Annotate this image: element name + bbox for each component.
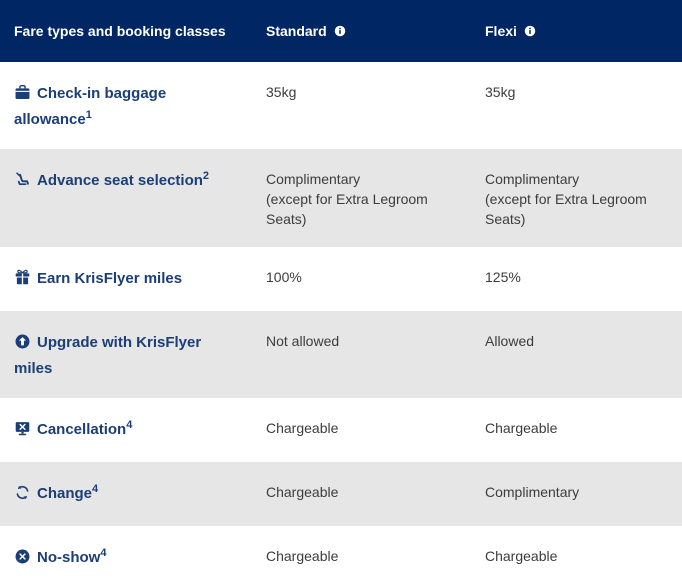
flexi-value-cell: 35kg [485, 84, 516, 100]
table-header-row: Fare types and booking classes Standard … [0, 0, 682, 62]
row-label-cell: Advance seat selection2 [0, 149, 252, 247]
row-label-cell: Cancellation4 [0, 398, 252, 462]
info-icon[interactable] [523, 24, 537, 38]
no-show-x-icon [14, 548, 31, 572]
flexi-value-cell: Chargeable [485, 420, 558, 436]
standard-value-cell: Chargeable [266, 548, 339, 564]
standard-value-cell: 100% [266, 269, 302, 285]
standard-value-cell: Chargeable [266, 420, 339, 436]
header-standard-label: Standard [266, 23, 327, 39]
row-label-cell: Change4 [0, 462, 252, 526]
flexi-value-cell: Allowed [485, 333, 535, 349]
row-label: Check-in baggage allowance [14, 85, 167, 128]
upgrade-arrow-icon [14, 333, 31, 357]
footnote-marker: 1 [85, 109, 92, 121]
header-fare-types-label: Fare types and booking classes [14, 23, 226, 39]
header-standard: Standard [252, 23, 471, 39]
seat-icon [14, 171, 31, 195]
flexi-value-cell: Complimentary [485, 484, 580, 500]
table-row-earn-miles: Earn KrisFlyer miles 100% 125% [0, 247, 682, 311]
row-label-cell: Check-in baggage allowance1 [0, 62, 252, 149]
table-row-seat-selection: Advance seat selection2 Complimentary (e… [0, 149, 682, 247]
flexi-value-cell: Chargeable [485, 548, 558, 564]
table-row-baggage-allowance: Check-in baggage allowance1 35kg 35kg [0, 62, 682, 149]
cancellation-board-icon [14, 420, 31, 444]
row-label: Upgrade with KrisFlyer miles [14, 334, 202, 377]
row-label: Cancellation [37, 421, 127, 438]
header-fare-types: Fare types and booking classes [0, 23, 252, 39]
row-label: Earn KrisFlyer miles [37, 270, 183, 287]
change-refresh-icon [14, 484, 31, 508]
standard-value-cell: Not allowed [266, 333, 340, 349]
info-icon[interactable] [333, 24, 347, 38]
table-row-cancellation: Cancellation4 Chargeable Chargeable [0, 398, 682, 462]
footnote-marker: 4 [100, 547, 107, 559]
gift-icon [14, 269, 31, 293]
footnote-marker: 4 [92, 483, 99, 495]
row-label-cell: Earn KrisFlyer miles [0, 247, 252, 311]
table-row-change: Change4 Chargeable Complimentary [0, 462, 682, 526]
standard-value-cell: Chargeable [266, 484, 339, 500]
baggage-icon [14, 84, 31, 108]
row-label: Advance seat selection [37, 172, 203, 189]
footnote-marker: 4 [126, 419, 133, 431]
row-label: Change [37, 485, 93, 502]
row-label-cell: No-show4 [0, 526, 252, 582]
row-label-cell: Upgrade with KrisFlyer miles [0, 311, 252, 398]
header-flexi-label: Flexi [485, 23, 517, 39]
standard-value-cell: 35kg [266, 84, 297, 100]
standard-value-cell: Complimentary (except for Extra Legroom … [266, 171, 428, 227]
header-flexi: Flexi [471, 23, 682, 39]
table-row-no-show: No-show4 Chargeable Chargeable [0, 526, 682, 582]
row-label: No-show [37, 549, 101, 566]
flexi-value-cell: 125% [485, 269, 521, 285]
footnote-marker: 2 [202, 170, 210, 182]
flexi-value-cell: Complimentary (except for Extra Legroom … [485, 171, 647, 227]
table-row-upgrade-miles: Upgrade with KrisFlyer miles Not allowed… [0, 311, 682, 398]
